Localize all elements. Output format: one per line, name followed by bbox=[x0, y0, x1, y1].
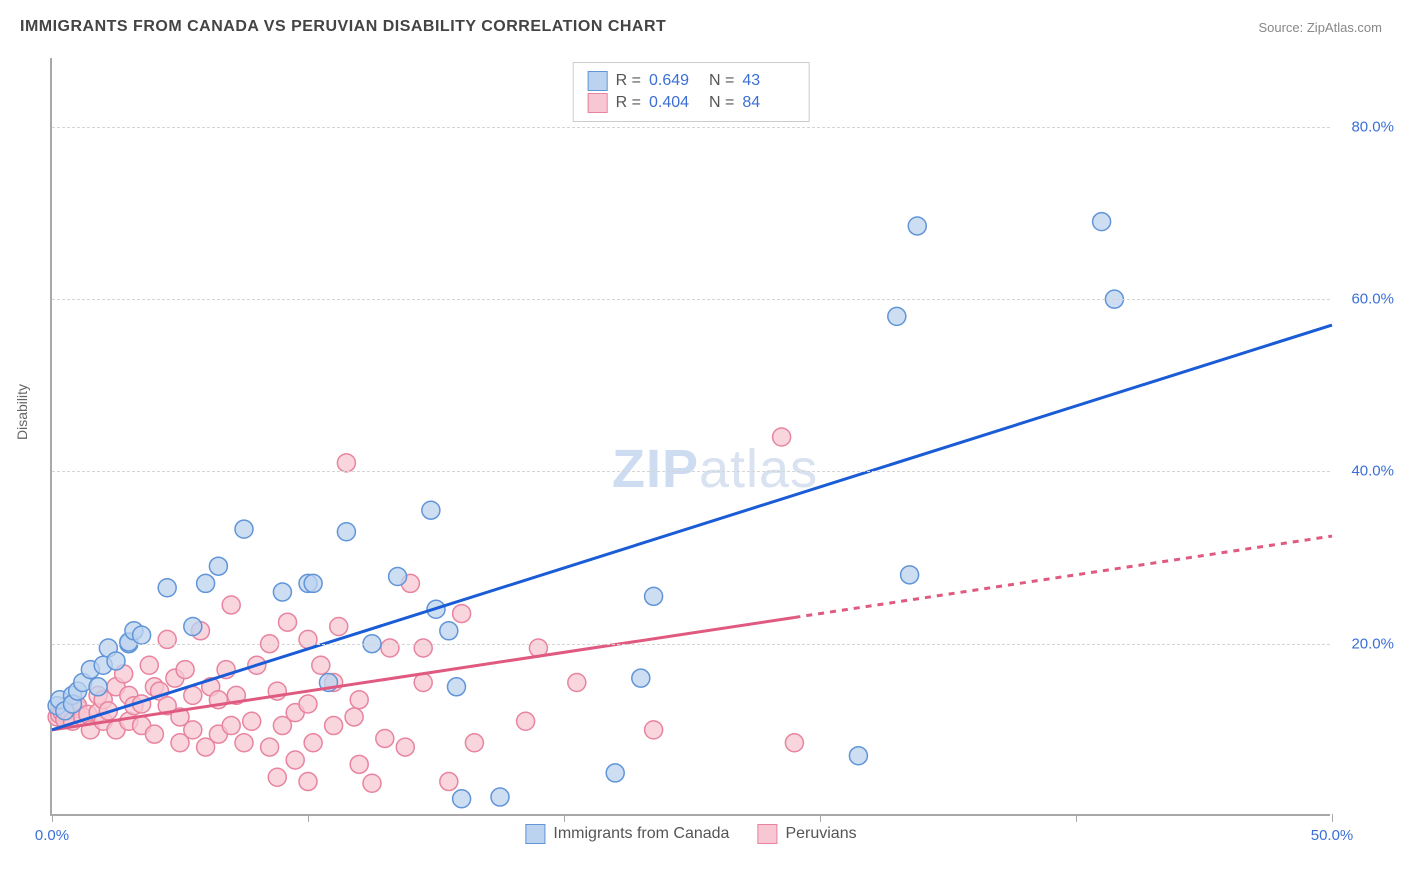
data-point bbox=[440, 622, 458, 640]
x-tick bbox=[308, 814, 309, 822]
legend-series-item: Peruvians bbox=[757, 824, 856, 844]
data-point bbox=[440, 773, 458, 791]
data-point bbox=[606, 764, 624, 782]
data-point bbox=[453, 790, 471, 808]
data-point bbox=[222, 717, 240, 735]
data-point bbox=[325, 717, 343, 735]
data-point bbox=[184, 721, 202, 739]
x-tick-label: 50.0% bbox=[1311, 827, 1354, 844]
data-point bbox=[209, 557, 227, 575]
data-point bbox=[176, 661, 194, 679]
data-point bbox=[888, 307, 906, 325]
data-point bbox=[447, 678, 465, 696]
x-tick bbox=[52, 814, 53, 822]
plot-svg bbox=[52, 58, 1330, 814]
data-point bbox=[197, 574, 215, 592]
data-point bbox=[645, 587, 663, 605]
legend-series: Immigrants from Canada Peruvians bbox=[525, 824, 856, 844]
y-tick-label: 80.0% bbox=[1351, 118, 1394, 135]
data-point bbox=[350, 691, 368, 709]
data-point bbox=[330, 618, 348, 636]
data-point bbox=[184, 686, 202, 704]
data-point bbox=[89, 678, 107, 696]
data-point bbox=[645, 721, 663, 739]
data-point bbox=[145, 725, 163, 743]
data-point bbox=[158, 579, 176, 597]
legend-swatch bbox=[757, 824, 777, 844]
data-point bbox=[517, 712, 535, 730]
data-point bbox=[465, 734, 483, 752]
y-tick-label: 40.0% bbox=[1351, 463, 1394, 480]
data-point bbox=[396, 738, 414, 756]
data-point bbox=[261, 738, 279, 756]
x-tick bbox=[1076, 814, 1077, 822]
data-point bbox=[785, 734, 803, 752]
data-point bbox=[107, 652, 125, 670]
gridline bbox=[52, 644, 1330, 645]
data-point bbox=[304, 574, 322, 592]
legend-series-name: Immigrants from Canada bbox=[553, 825, 729, 843]
legend-series-name: Peruvians bbox=[785, 825, 856, 843]
data-point bbox=[849, 747, 867, 765]
data-point bbox=[312, 656, 330, 674]
x-tick-label: 0.0% bbox=[35, 827, 69, 844]
plot-area: ZIPatlas R =0.649N =43R =0.404N =84 Immi… bbox=[50, 58, 1330, 816]
data-point bbox=[279, 613, 297, 631]
data-point bbox=[286, 751, 304, 769]
data-point bbox=[299, 695, 317, 713]
data-point bbox=[773, 428, 791, 446]
data-point bbox=[273, 583, 291, 601]
source-link[interactable]: ZipAtlas.com bbox=[1307, 20, 1382, 35]
gridline bbox=[52, 299, 1330, 300]
data-point bbox=[363, 774, 381, 792]
data-point bbox=[414, 673, 432, 691]
data-point bbox=[568, 673, 586, 691]
data-point bbox=[414, 639, 432, 657]
legend-series-item: Immigrants from Canada bbox=[525, 824, 729, 844]
data-point bbox=[243, 712, 261, 730]
data-point bbox=[304, 734, 322, 752]
data-point bbox=[901, 566, 919, 584]
data-point bbox=[1093, 213, 1111, 231]
series-points bbox=[48, 213, 1123, 808]
data-point bbox=[299, 773, 317, 791]
data-point bbox=[235, 520, 253, 538]
x-tick bbox=[1332, 814, 1333, 822]
data-point bbox=[908, 217, 926, 235]
data-point bbox=[268, 768, 286, 786]
x-tick bbox=[564, 814, 565, 822]
data-point bbox=[376, 729, 394, 747]
data-point bbox=[491, 788, 509, 806]
data-point bbox=[158, 630, 176, 648]
data-point bbox=[235, 734, 253, 752]
data-point bbox=[337, 523, 355, 541]
legend-swatch bbox=[525, 824, 545, 844]
data-point bbox=[632, 669, 650, 687]
data-point bbox=[350, 755, 368, 773]
data-point bbox=[381, 639, 399, 657]
data-point bbox=[133, 626, 151, 644]
source-prefix: Source: bbox=[1258, 20, 1306, 35]
y-tick-label: 60.0% bbox=[1351, 291, 1394, 308]
chart-title: IMMIGRANTS FROM CANADA VS PERUVIAN DISAB… bbox=[20, 18, 666, 36]
data-point bbox=[345, 708, 363, 726]
data-point bbox=[184, 618, 202, 636]
data-point bbox=[453, 605, 471, 623]
data-point bbox=[337, 454, 355, 472]
y-tick-label: 20.0% bbox=[1351, 635, 1394, 652]
data-point bbox=[140, 656, 158, 674]
trendline bbox=[794, 536, 1332, 617]
gridline bbox=[52, 127, 1330, 128]
data-point bbox=[222, 596, 240, 614]
source-attribution: Source: ZipAtlas.com bbox=[1258, 20, 1382, 35]
x-tick bbox=[820, 814, 821, 822]
data-point bbox=[389, 568, 407, 586]
gridline bbox=[52, 471, 1330, 472]
data-point bbox=[422, 501, 440, 519]
y-axis-label: Disability bbox=[14, 384, 30, 440]
